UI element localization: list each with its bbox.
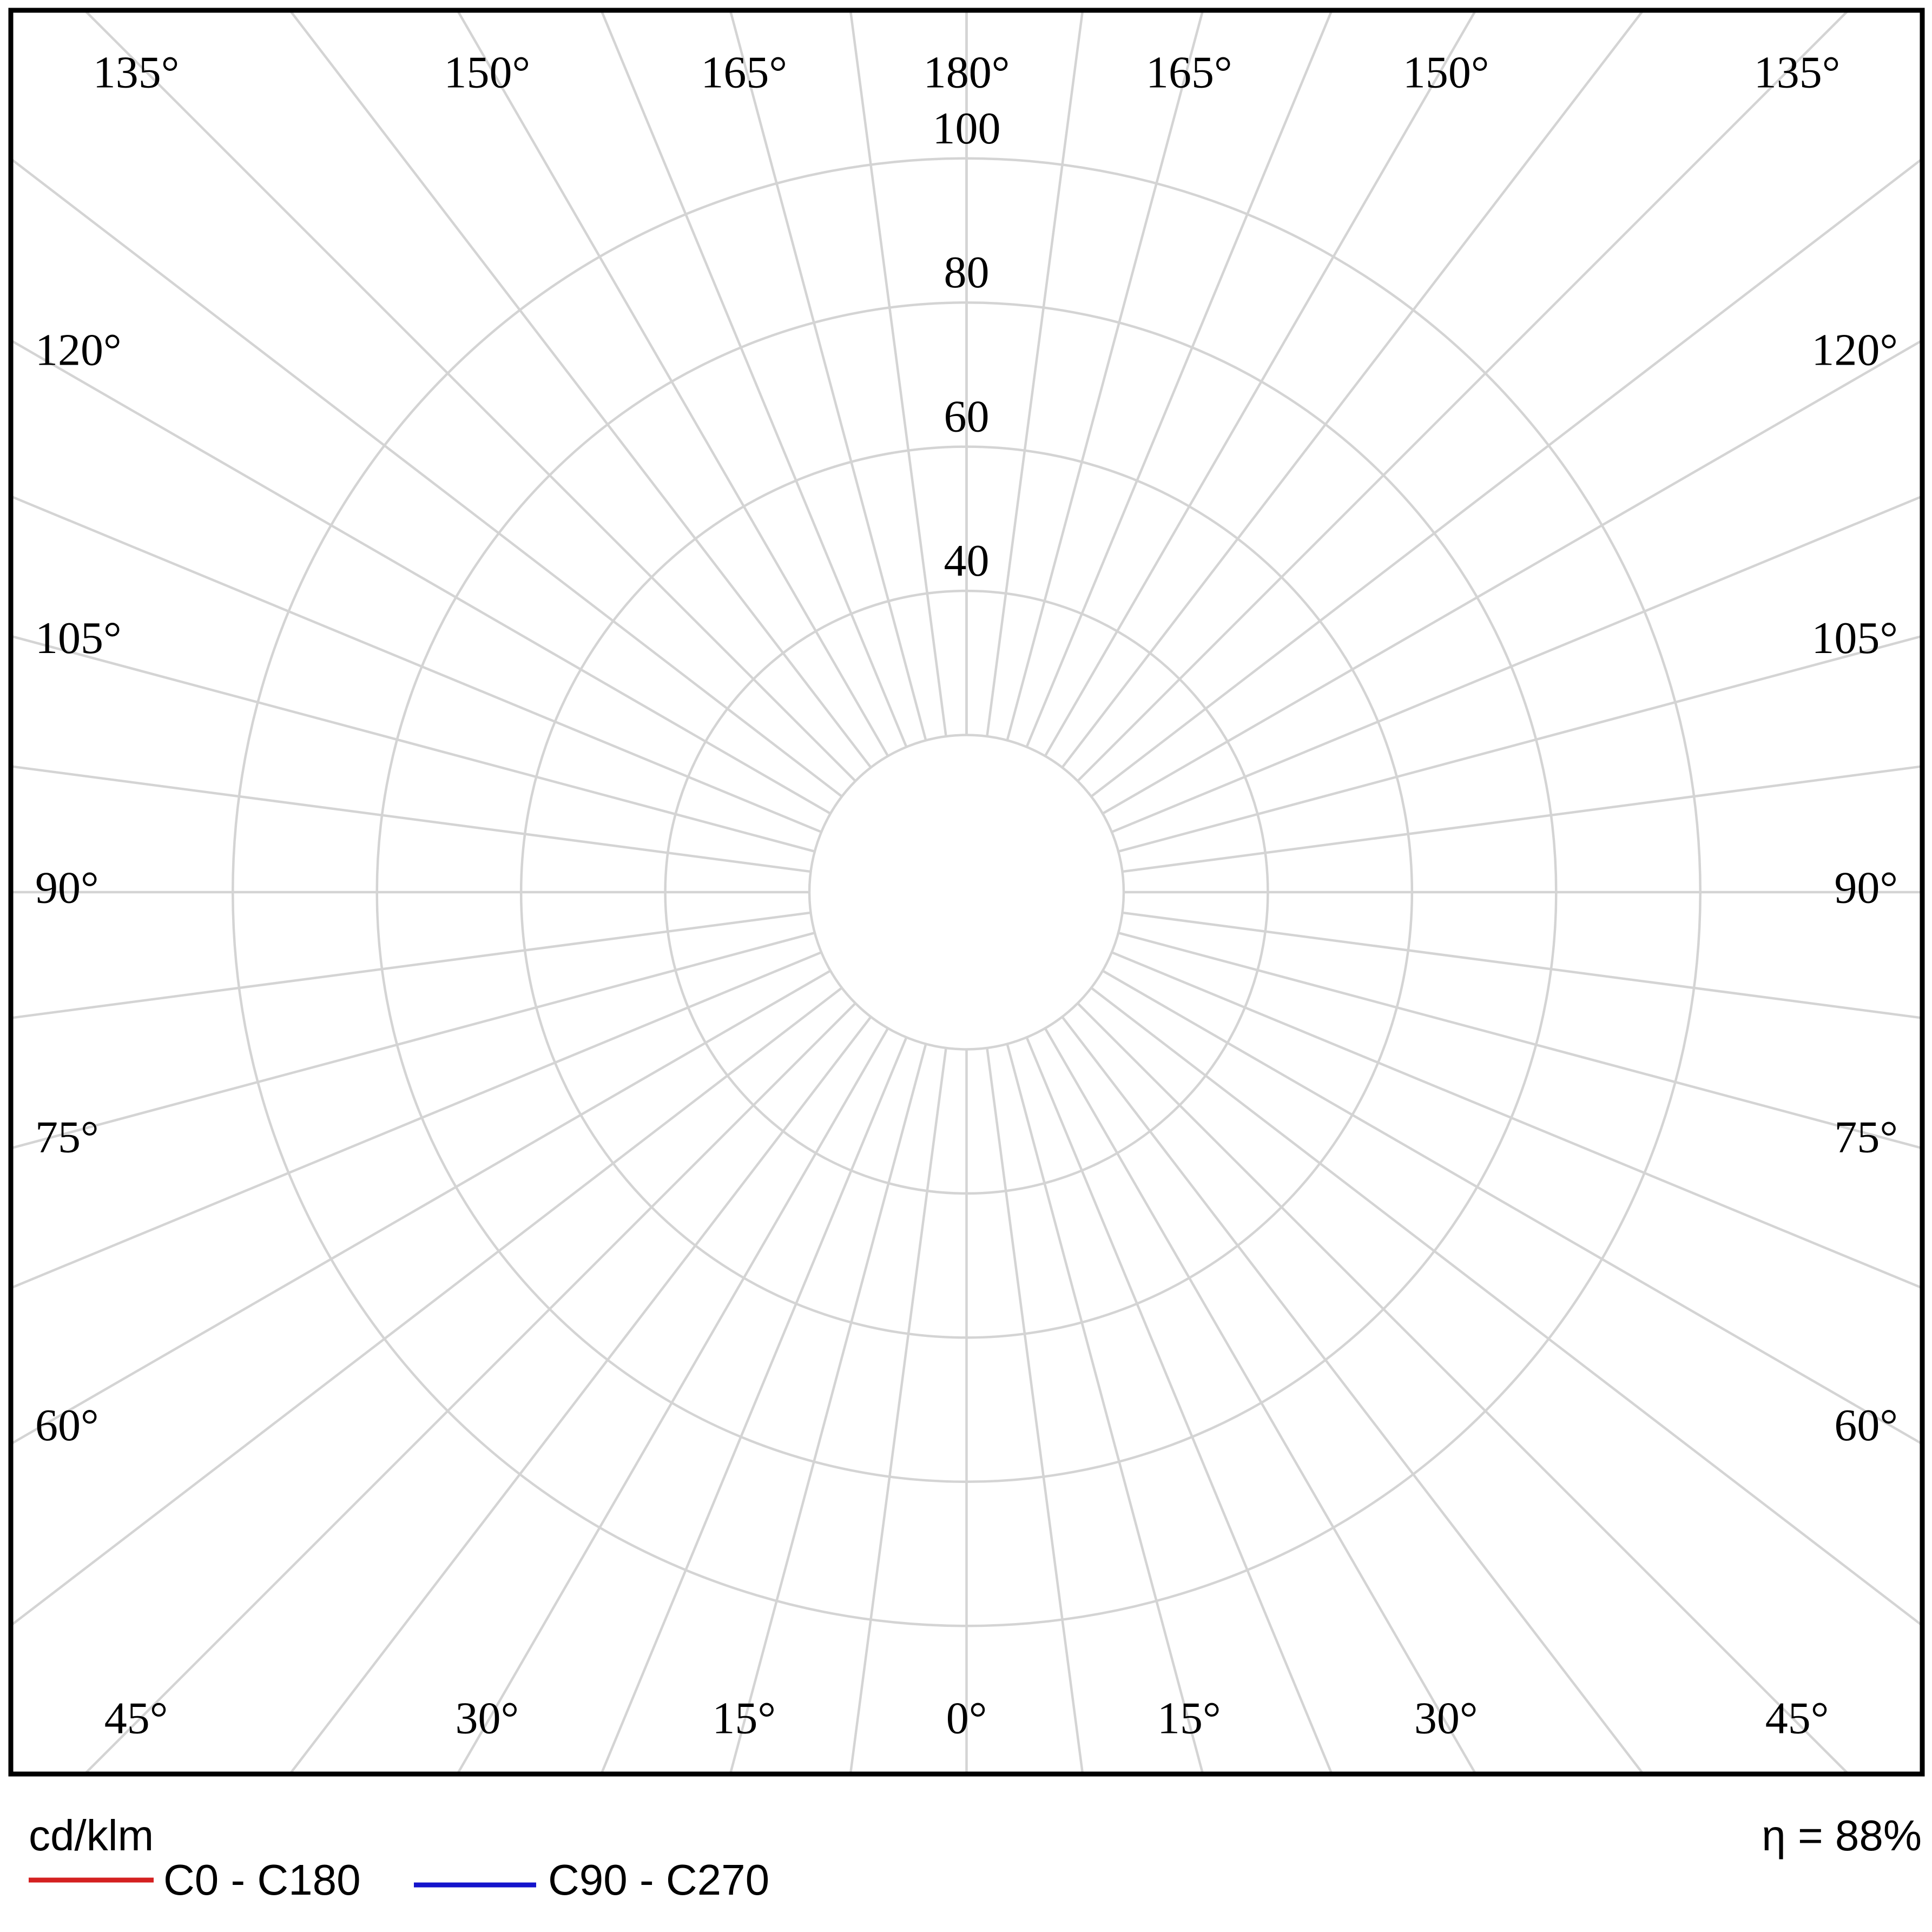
svg-text:165°: 165°	[701, 47, 787, 97]
svg-text:105°: 105°	[35, 613, 122, 663]
svg-text:15°: 15°	[1157, 1693, 1221, 1743]
svg-text:η = 88%: η = 88%	[1762, 1811, 1922, 1860]
svg-text:60°: 60°	[35, 1400, 99, 1450]
svg-text:105°: 105°	[1811, 613, 1898, 663]
svg-text:135°: 135°	[93, 47, 180, 97]
svg-text:150°: 150°	[1403, 47, 1489, 97]
svg-text:120°: 120°	[35, 325, 122, 375]
svg-text:0°: 0°	[946, 1693, 987, 1743]
svg-text:75°: 75°	[35, 1112, 99, 1163]
svg-text:30°: 30°	[1414, 1693, 1478, 1743]
svg-text:15°: 15°	[712, 1693, 776, 1743]
svg-text:30°: 30°	[455, 1693, 519, 1743]
svg-text:100: 100	[933, 103, 1001, 154]
svg-text:C0 - C180: C0 - C180	[163, 1856, 361, 1904]
svg-text:165°: 165°	[1146, 47, 1232, 97]
svg-text:180°: 180°	[924, 47, 1010, 97]
svg-text:120°: 120°	[1811, 325, 1898, 375]
svg-text:150°: 150°	[444, 47, 530, 97]
svg-text:80: 80	[944, 247, 990, 298]
svg-text:60: 60	[944, 392, 990, 442]
svg-text:40: 40	[944, 536, 990, 586]
svg-text:cd/klm: cd/klm	[29, 1811, 154, 1860]
svg-text:60°: 60°	[1834, 1400, 1898, 1450]
svg-text:45°: 45°	[104, 1693, 168, 1743]
svg-text:75°: 75°	[1834, 1112, 1898, 1163]
svg-text:90°: 90°	[35, 862, 99, 913]
svg-text:135°: 135°	[1754, 47, 1841, 97]
svg-text:C90 - C270: C90 - C270	[548, 1856, 769, 1904]
svg-text:90°: 90°	[1834, 862, 1898, 913]
svg-text:45°: 45°	[1765, 1693, 1829, 1743]
